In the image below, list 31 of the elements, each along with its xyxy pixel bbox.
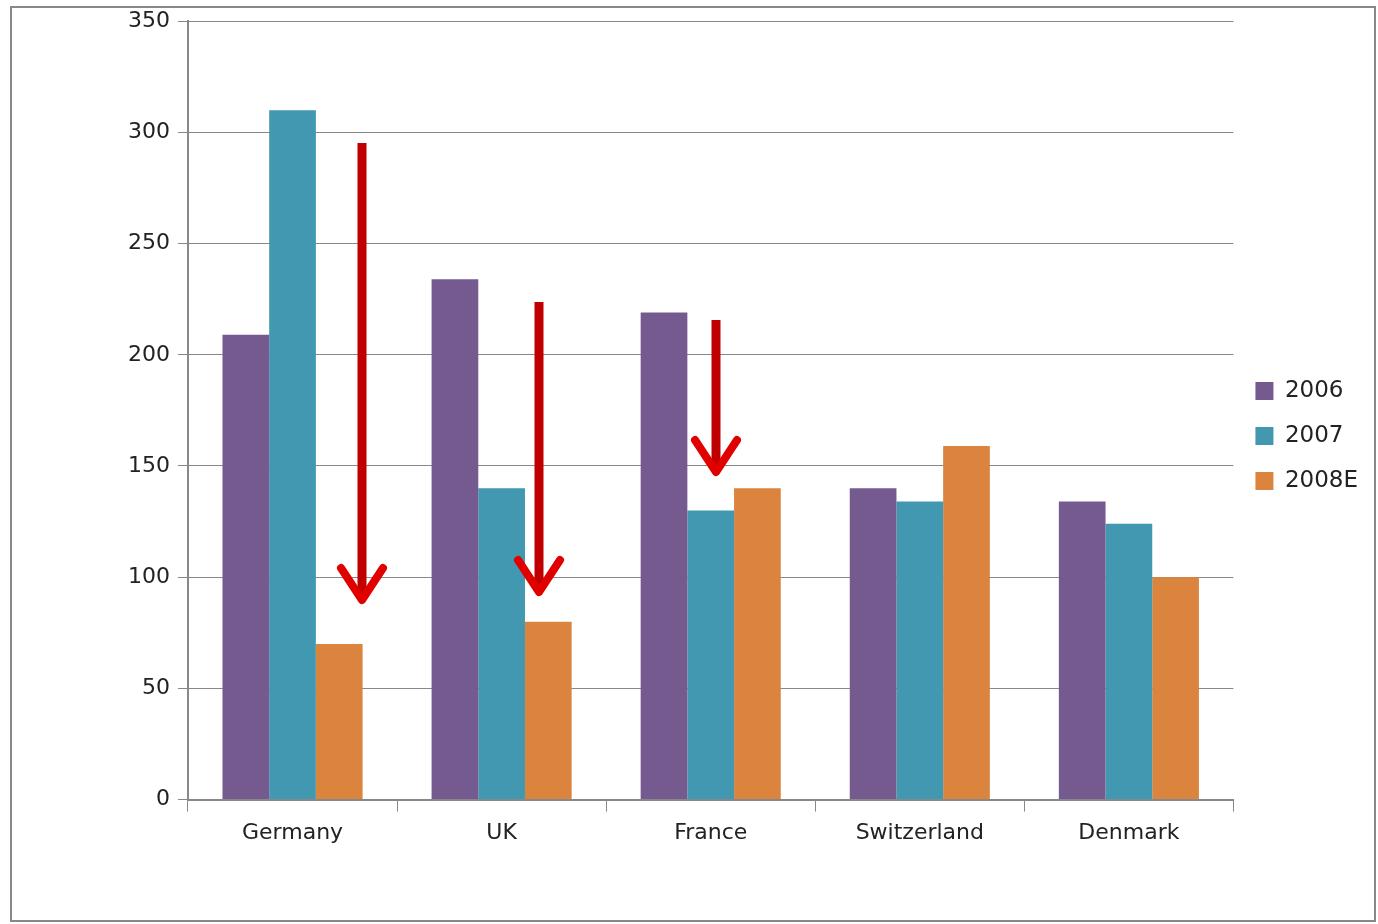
bar — [478, 488, 525, 800]
bar — [1152, 577, 1199, 800]
legend-label: 2006 — [1284, 375, 1344, 402]
bar — [640, 312, 688, 800]
x-tick-label: Switzerland — [855, 818, 984, 844]
legend-label: 2008E — [1284, 465, 1359, 492]
bar — [315, 643, 363, 800]
bar — [524, 621, 572, 800]
bar — [849, 488, 897, 800]
legend-label: 2007 — [1284, 420, 1344, 447]
y-tick-label: 150 — [127, 451, 170, 477]
bar — [222, 334, 270, 800]
bar — [431, 279, 479, 800]
x-tick-label: Germany — [241, 818, 344, 844]
bar — [734, 488, 781, 800]
y-tick-label: 350 — [127, 6, 170, 32]
bar — [1058, 501, 1106, 800]
bar — [943, 445, 990, 800]
y-tick-label: 0 — [155, 785, 170, 811]
y-tick-label: 250 — [127, 229, 170, 255]
bar — [687, 510, 735, 800]
bar — [896, 501, 944, 800]
y-tick-label: 200 — [127, 340, 170, 366]
bar — [269, 110, 316, 800]
x-tick-label: UK — [486, 818, 518, 844]
y-tick-label: 300 — [127, 118, 170, 144]
bar — [1105, 523, 1153, 800]
x-tick-label: Denmark — [1078, 818, 1180, 844]
x-tick-label: France — [674, 818, 748, 844]
y-tick-label: 100 — [127, 562, 170, 588]
y-tick-label: 50 — [141, 674, 170, 700]
